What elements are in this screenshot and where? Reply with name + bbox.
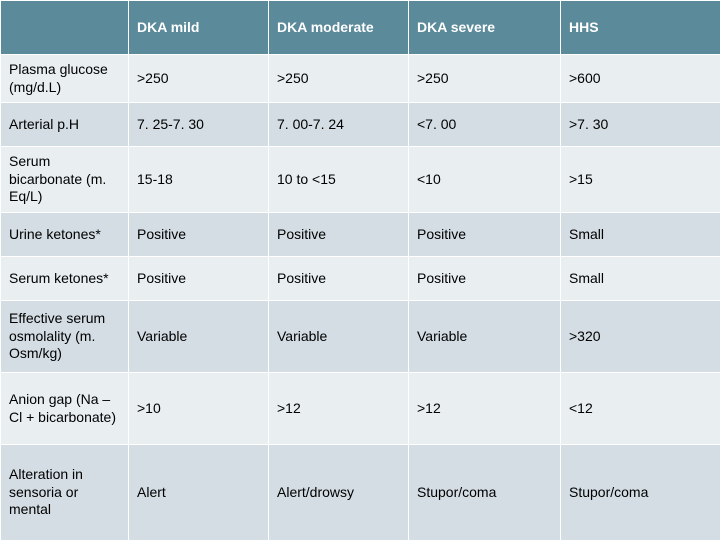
row-label: Serum bicarbonate (m. Eq/L) bbox=[1, 147, 129, 213]
table-row: Alteration in sensoria or mentalAlertAle… bbox=[1, 445, 720, 541]
col-header-blank bbox=[1, 1, 129, 55]
row-label: Arterial p.H bbox=[1, 103, 129, 147]
cell: >12 bbox=[409, 373, 561, 445]
dka-hhs-table: DKA mild DKA moderate DKA severe HHS Pla… bbox=[0, 0, 720, 541]
cell: Positive bbox=[269, 213, 409, 257]
row-label: Effective serum osmolality (m. Osm/kg) bbox=[1, 301, 129, 373]
table-row: Serum bicarbonate (m. Eq/L)15-1810 to <1… bbox=[1, 147, 720, 213]
cell: 10 to <15 bbox=[269, 147, 409, 213]
cell: Stupor/coma bbox=[561, 445, 720, 541]
cell: >320 bbox=[561, 301, 720, 373]
table-row: Arterial p.H7. 25-7. 307. 00-7. 24<7. 00… bbox=[1, 103, 720, 147]
col-header-dka-severe: DKA severe bbox=[409, 1, 561, 55]
cell: 7. 00-7. 24 bbox=[269, 103, 409, 147]
row-label: Serum ketones* bbox=[1, 257, 129, 301]
cell: Positive bbox=[409, 257, 561, 301]
row-label: Plasma glucose (mg/d.L) bbox=[1, 55, 129, 103]
cell: Variable bbox=[129, 301, 269, 373]
col-header-dka-mild: DKA mild bbox=[129, 1, 269, 55]
cell: Variable bbox=[269, 301, 409, 373]
cell: Positive bbox=[129, 257, 269, 301]
cell: >7. 30 bbox=[561, 103, 720, 147]
cell: Positive bbox=[269, 257, 409, 301]
cell: Small bbox=[561, 257, 720, 301]
table-row: Serum ketones*PositivePositivePositiveSm… bbox=[1, 257, 720, 301]
cell: 7. 25-7. 30 bbox=[129, 103, 269, 147]
cell: <12 bbox=[561, 373, 720, 445]
table-row: Plasma glucose (mg/d.L)>250>250>250>600 bbox=[1, 55, 720, 103]
cell: Small bbox=[561, 213, 720, 257]
cell: 15-18 bbox=[129, 147, 269, 213]
cell: >10 bbox=[129, 373, 269, 445]
cell: <10 bbox=[409, 147, 561, 213]
cell: Positive bbox=[129, 213, 269, 257]
row-label: Alteration in sensoria or mental bbox=[1, 445, 129, 541]
table-body: Plasma glucose (mg/d.L)>250>250>250>600A… bbox=[1, 55, 720, 541]
cell: >600 bbox=[561, 55, 720, 103]
cell: <7. 00 bbox=[409, 103, 561, 147]
cell: Stupor/coma bbox=[409, 445, 561, 541]
cell: Positive bbox=[409, 213, 561, 257]
table-row: Anion gap (Na – Cl + bicarbonate)>10>12>… bbox=[1, 373, 720, 445]
row-label: Anion gap (Na – Cl + bicarbonate) bbox=[1, 373, 129, 445]
cell: Alert/drowsy bbox=[269, 445, 409, 541]
cell: >15 bbox=[561, 147, 720, 213]
table-row: Effective serum osmolality (m. Osm/kg)Va… bbox=[1, 301, 720, 373]
cell: >250 bbox=[269, 55, 409, 103]
cell: >12 bbox=[269, 373, 409, 445]
cell: Variable bbox=[409, 301, 561, 373]
col-header-hhs: HHS bbox=[561, 1, 720, 55]
table-row: Urine ketones*PositivePositivePositiveSm… bbox=[1, 213, 720, 257]
header-row: DKA mild DKA moderate DKA severe HHS bbox=[1, 1, 720, 55]
cell: >250 bbox=[409, 55, 561, 103]
row-label: Urine ketones* bbox=[1, 213, 129, 257]
cell: >250 bbox=[129, 55, 269, 103]
cell: Alert bbox=[129, 445, 269, 541]
col-header-dka-moderate: DKA moderate bbox=[269, 1, 409, 55]
